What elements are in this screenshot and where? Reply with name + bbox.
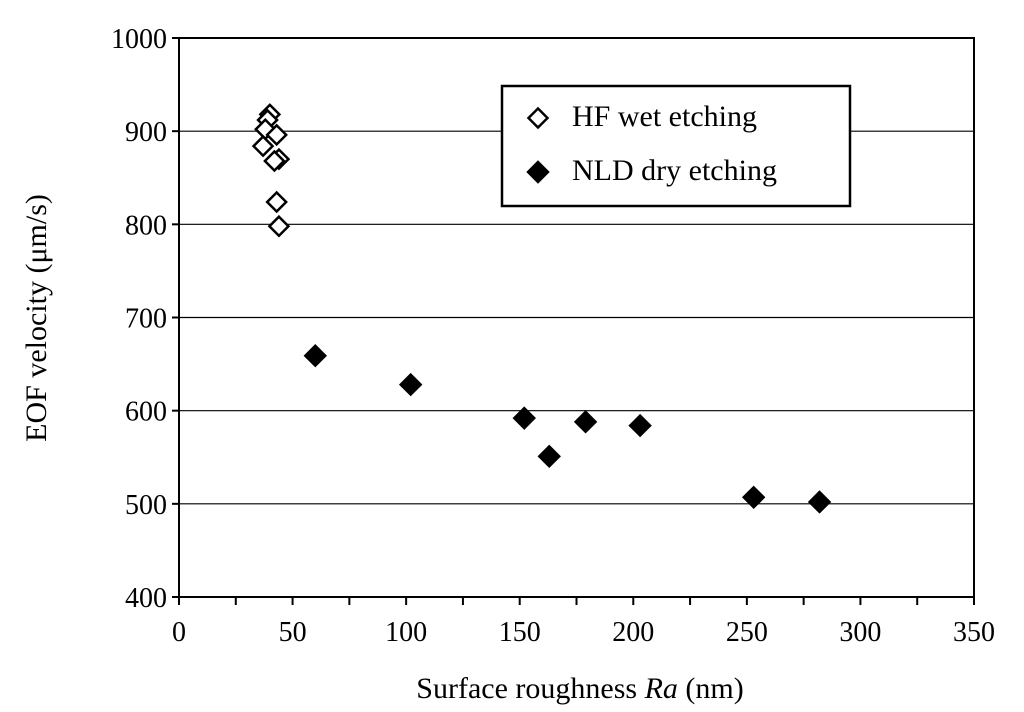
ytick-label-600: 600 xyxy=(125,397,167,428)
ytick-label-800: 800 xyxy=(125,210,167,241)
xtick-label-50: 50 xyxy=(279,617,307,648)
x-tick-labels: 0 50 100 150 200 250 300 350 xyxy=(172,617,995,648)
legend-label-nld-dry-etching: NLD dry etching xyxy=(572,154,777,187)
xtick-label-200: 200 xyxy=(612,617,654,648)
point-hf-wet-etching-8 xyxy=(267,214,291,238)
y-axis-title: EOF velocity (μm/s) xyxy=(20,194,53,442)
point-nld-dry-etching-5 xyxy=(628,413,652,438)
x-axis-title-suffix: (nm) xyxy=(678,672,744,705)
tick-layer xyxy=(172,37,975,605)
xtick-label-250: 250 xyxy=(726,617,768,648)
point-nld-dry-etching-1 xyxy=(398,372,423,397)
x-axis-title-prefix: Surface roughness xyxy=(416,672,644,705)
legend: HF wet etching NLD dry etching xyxy=(500,84,852,208)
legend-marker-shape-1 xyxy=(526,160,550,184)
ytick-label-700: 700 xyxy=(125,304,167,335)
y-tick-labels: 400 500 600 700 800 900 1000 xyxy=(111,24,167,614)
xtick-label-100: 100 xyxy=(385,617,427,648)
xtick-label-0: 0 xyxy=(172,617,186,648)
points-layer xyxy=(251,103,832,514)
point-nld-dry-etching-3 xyxy=(537,444,561,469)
point-hf-wet-etching-6 xyxy=(263,149,286,173)
legend-marker-nld-dry-etching xyxy=(526,160,550,184)
point-nld-dry-etching-2 xyxy=(512,406,536,430)
point-hf-wet-etching-7 xyxy=(265,190,288,214)
xtick-label-350: 350 xyxy=(953,617,995,648)
point-nld-dry-etching-0 xyxy=(303,343,327,368)
ytick-label-900: 900 xyxy=(125,117,167,148)
xtick-label-150: 150 xyxy=(499,617,541,648)
point-nld-dry-etching-6 xyxy=(741,485,766,510)
point-hf-wet-etching-3 xyxy=(265,123,288,147)
xtick-label-300: 300 xyxy=(839,617,881,648)
point-nld-dry-etching-4 xyxy=(573,410,598,434)
legend-marker-shape-0 xyxy=(526,106,550,130)
point-hf-wet-etching-4 xyxy=(251,134,275,158)
ytick-label-500: 500 xyxy=(125,490,167,521)
legend-marker-hf-wet-etching xyxy=(526,106,550,130)
legend-box xyxy=(500,84,852,208)
ytick-label-400: 400 xyxy=(125,583,167,614)
ytick-label-1000: 1000 xyxy=(111,24,167,55)
x-axis-title: Surface roughness Ra (nm) xyxy=(416,672,743,705)
x-axis-title-italic: Ra xyxy=(644,672,678,705)
legend-label-hf-wet-etching: HF wet etching xyxy=(572,100,757,133)
point-nld-dry-etching-7 xyxy=(807,490,832,514)
